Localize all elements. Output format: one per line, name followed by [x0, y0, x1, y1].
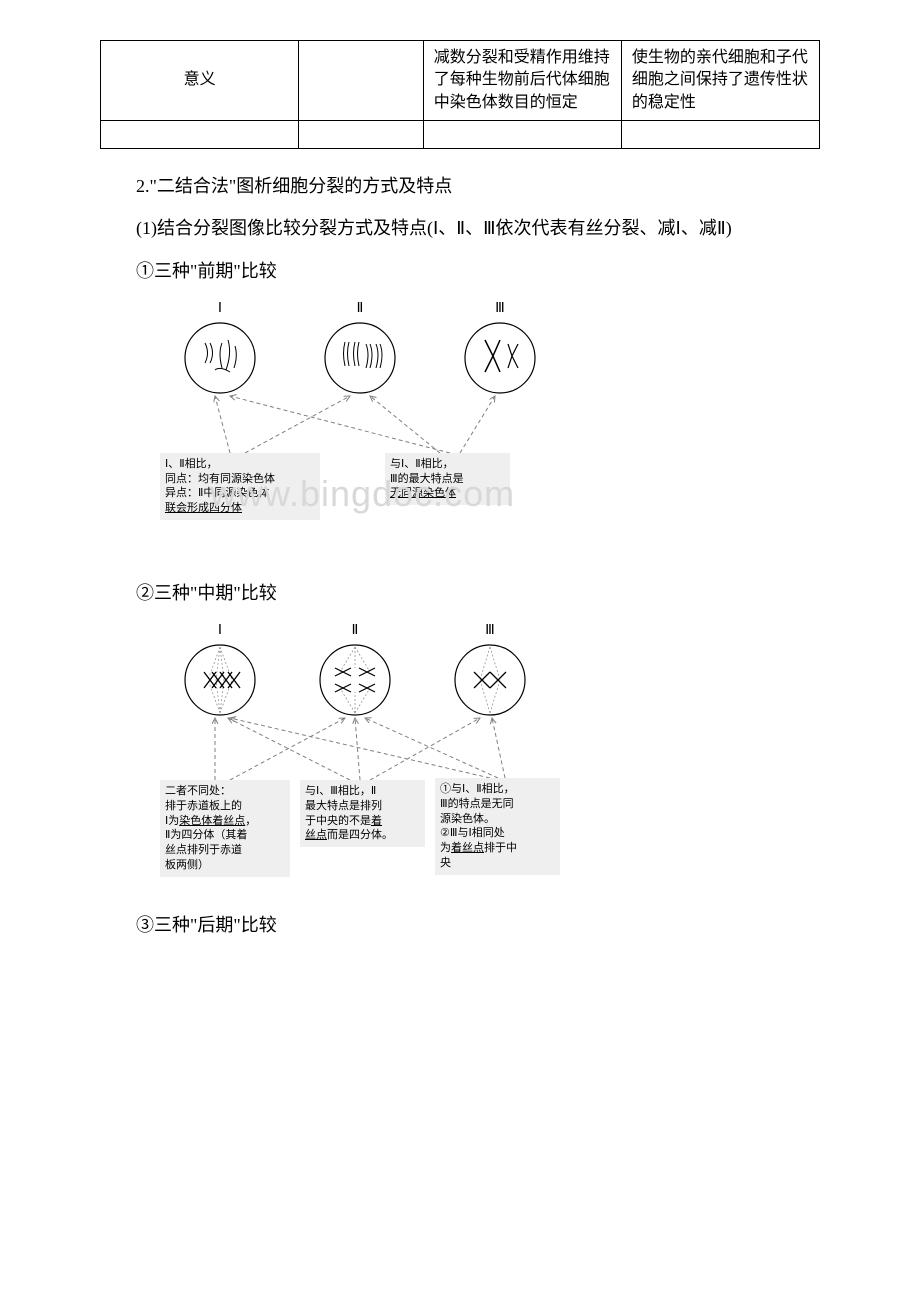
- cap-line: 与Ⅰ、Ⅱ相比，: [390, 457, 505, 472]
- chromosomes-III: [485, 340, 518, 372]
- cap-line: ②Ⅲ与Ⅰ相同处: [440, 826, 555, 841]
- label-III: Ⅲ: [495, 301, 505, 316]
- cap-line: 排于赤道板上的: [165, 799, 285, 814]
- cell-circle-3: [465, 323, 535, 393]
- label-III: Ⅲ: [485, 623, 495, 638]
- underline-text: 无同源染色体: [390, 487, 456, 499]
- cap-line: 无同源染色体: [390, 486, 505, 501]
- prophase-left-caption: Ⅰ、Ⅱ相比， 同点：均有同源染色体 异点：Ⅱ中同源染色体 联会形成四分体: [160, 453, 320, 520]
- cap-line: 央: [440, 856, 555, 871]
- cap-line: Ⅲ的最大特点是: [390, 472, 505, 487]
- comparison-table: 意义 减数分裂和受精作用维持了每种生物前后代体细胞中染色体数目的恒定 使生物的亲…: [100, 40, 820, 149]
- document-page: 意义 减数分裂和受精作用维持了每种生物前后代体细胞中染色体数目的恒定 使生物的亲…: [0, 0, 920, 1270]
- empty-cell: [299, 41, 424, 121]
- cap-line: Ⅰ、Ⅱ相比，: [165, 457, 315, 472]
- arrows-group-2: [215, 718, 505, 780]
- label-I: Ⅰ: [218, 623, 222, 638]
- chromosomes-III-meta: [474, 672, 506, 688]
- label-II: Ⅱ: [357, 301, 364, 316]
- cap-line: 同点：均有同源染色体: [165, 472, 315, 487]
- cap-line: 与Ⅰ、Ⅲ相比，Ⅱ: [305, 784, 420, 799]
- mitosis-cell: 使生物的亲代细胞和子代细胞之间保持了遗传性状的稳定性: [621, 41, 819, 121]
- cap-line: Ⅰ为染色体着丝点，: [165, 814, 285, 829]
- underline-text: 联会形成四分体: [165, 502, 242, 514]
- spacer: [100, 536, 820, 576]
- metaphase-right-caption: ①与Ⅰ、Ⅱ相比， Ⅲ的特点是无同 源染色体。 ②Ⅲ与Ⅰ相同处 为着丝点排于中 央: [435, 778, 560, 875]
- metaphase-svg: Ⅰ Ⅱ Ⅲ: [160, 620, 620, 790]
- table-row: [101, 121, 820, 149]
- metaphase-left-caption: 二者不同处： 排于赤道板上的 Ⅰ为染色体着丝点， Ⅱ为四分体（其着 丝点排列于赤…: [160, 780, 290, 877]
- empty-cell: [423, 121, 621, 149]
- sub1-part1: (1)结合分裂图像比较分裂方式及特点(Ⅰ、Ⅱ、Ⅲ依次代表有丝分裂、减Ⅰ、减Ⅱ): [136, 218, 732, 238]
- prophase-diagram: Ⅰ Ⅱ Ⅲ: [160, 298, 600, 518]
- row-label-cell: 意义: [101, 41, 299, 121]
- underline-text: 着: [371, 815, 382, 827]
- chromosomes-I: [205, 340, 236, 372]
- cap-line: 于中央的不是着: [305, 814, 420, 829]
- section-title: 2."二结合法"图析细胞分裂的方式及特点: [100, 169, 820, 203]
- chromosomes-I-meta: [204, 672, 240, 688]
- bottom-spacer: [100, 950, 820, 1230]
- cap-line: Ⅲ的特点是无同: [440, 797, 555, 812]
- metaphase-mid-caption: 与Ⅰ、Ⅲ相比，Ⅱ 最大特点是排列 于中央的不是着 丝点而是四分体。: [300, 780, 425, 847]
- cap-line: 丝点排列于赤道: [165, 843, 285, 858]
- chromosomes-II: [344, 342, 383, 368]
- chromosomes-II-meta: [335, 668, 375, 692]
- cap-line: ①与Ⅰ、Ⅱ相比，: [440, 782, 555, 797]
- cap-line: Ⅱ为四分体（其着: [165, 828, 285, 843]
- cap-line: 为着丝点排于中: [440, 841, 555, 856]
- cell-circle-3: [455, 645, 525, 715]
- arrows-group-1: [215, 396, 495, 453]
- cap-line: 最大特点是排列: [305, 799, 420, 814]
- empty-cell: [101, 121, 299, 149]
- cap-line: 二者不同处：: [165, 784, 285, 799]
- metaphase-diagram: Ⅰ Ⅱ Ⅲ: [160, 620, 620, 890]
- cap-line: 板两侧）: [165, 858, 285, 873]
- empty-cell: [621, 121, 819, 149]
- item-2-heading: ②三种"中期"比较: [100, 576, 820, 610]
- cap-line: 丝点而是四分体。: [305, 828, 420, 843]
- empty-cell: [299, 121, 424, 149]
- item-3-heading: ③三种"后期"比较: [100, 908, 820, 942]
- prophase-right-caption: 与Ⅰ、Ⅱ相比， Ⅲ的最大特点是 无同源染色体: [385, 453, 510, 506]
- cap-line: 源染色体。: [440, 812, 555, 827]
- underline-text: 染色体着丝点: [179, 815, 245, 827]
- label-I: Ⅰ: [218, 301, 222, 316]
- meiosis-cell: 减数分裂和受精作用维持了每种生物前后代体细胞中染色体数目的恒定: [423, 41, 621, 121]
- cell-circle-2: [325, 323, 395, 393]
- underline-text: 着丝点: [451, 842, 484, 854]
- cap-line: 联会形成四分体: [165, 501, 315, 516]
- spindle-fibers: [208, 647, 500, 713]
- item-1-heading: ①三种"前期"比较: [100, 254, 820, 288]
- label-II: Ⅱ: [352, 623, 359, 638]
- cap-line: 异点：Ⅱ中同源染色体: [165, 486, 315, 501]
- underline-text: 丝点: [305, 829, 327, 841]
- prophase-svg: Ⅰ Ⅱ Ⅲ: [160, 298, 600, 468]
- table-row: 意义 减数分裂和受精作用维持了每种生物前后代体细胞中染色体数目的恒定 使生物的亲…: [101, 41, 820, 121]
- subsection-text: (1)结合分裂图像比较分裂方式及特点(Ⅰ、Ⅱ、Ⅲ依次代表有丝分裂、减Ⅰ、减Ⅱ): [100, 211, 820, 245]
- cell-circle-1: [185, 645, 255, 715]
